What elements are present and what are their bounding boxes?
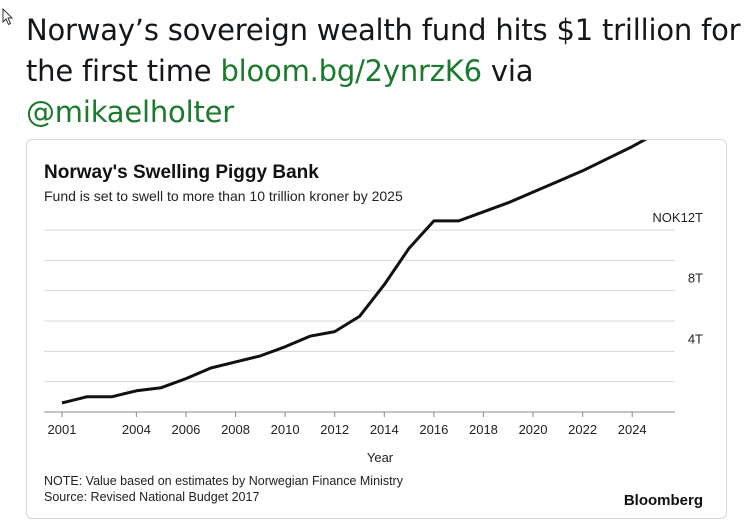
x-tick-label: 2024 bbox=[618, 422, 647, 437]
x-tick-label: 2018 bbox=[469, 422, 498, 437]
chart-subtitle: Fund is set to swell to more than 10 tri… bbox=[44, 188, 403, 204]
x-tick-label: 2016 bbox=[419, 422, 448, 437]
y-tick-label: 4T bbox=[688, 331, 703, 346]
x-tick-label: 2001 bbox=[48, 422, 77, 437]
tweet-link[interactable]: bloom.bg/2ynrzK6 bbox=[220, 54, 482, 88]
x-axis-label: Year bbox=[367, 450, 394, 465]
tweet-via: via bbox=[490, 54, 534, 88]
x-tick-label: 2020 bbox=[519, 422, 548, 437]
x-tick-label: 2004 bbox=[122, 422, 151, 437]
y-tick-label: 8T bbox=[688, 271, 703, 286]
chart-title: Norway's Swelling Piggy Bank bbox=[44, 162, 319, 183]
x-tick-label: 2010 bbox=[271, 422, 300, 437]
x-tick-label: 2022 bbox=[568, 422, 597, 437]
tweet-body: Norway’s sovereign wealth fund hits $1 t… bbox=[26, 13, 741, 88]
series-points bbox=[61, 146, 633, 403]
y-tick-labels: 4T 8T NOK12T bbox=[652, 210, 703, 346]
mouse-pointer-icon bbox=[2, 8, 14, 26]
tweet-mention[interactable]: @mikaelholter bbox=[26, 95, 234, 129]
chart-note: NOTE: Value based on estimates by Norweg… bbox=[44, 474, 404, 488]
chart-grid bbox=[44, 229, 675, 383]
x-tick-label: 2014 bbox=[370, 422, 399, 437]
x-tick-label: 2008 bbox=[221, 422, 250, 437]
x-tick-labels: 2001 2004 2006 2008 2010 2012 2014 2016 2018 2020… bbox=[48, 412, 647, 437]
y-tick-label: NOK12T bbox=[652, 210, 703, 225]
bloomberg-logo: Bloomberg bbox=[624, 492, 703, 509]
tweet-text: Norway’s sovereign wealth fund hits $1 t… bbox=[26, 10, 741, 133]
chart-source: Source: Revised National Budget 2017 bbox=[44, 490, 259, 504]
x-tick-label: 2012 bbox=[320, 422, 349, 437]
tweet-media-card[interactable]: Norway's Swelling Piggy Bank Fund is set… bbox=[26, 139, 727, 519]
x-tick-label: 2006 bbox=[171, 422, 200, 437]
chart: Norway's Swelling Piggy Bank Fund is set… bbox=[44, 140, 703, 509]
